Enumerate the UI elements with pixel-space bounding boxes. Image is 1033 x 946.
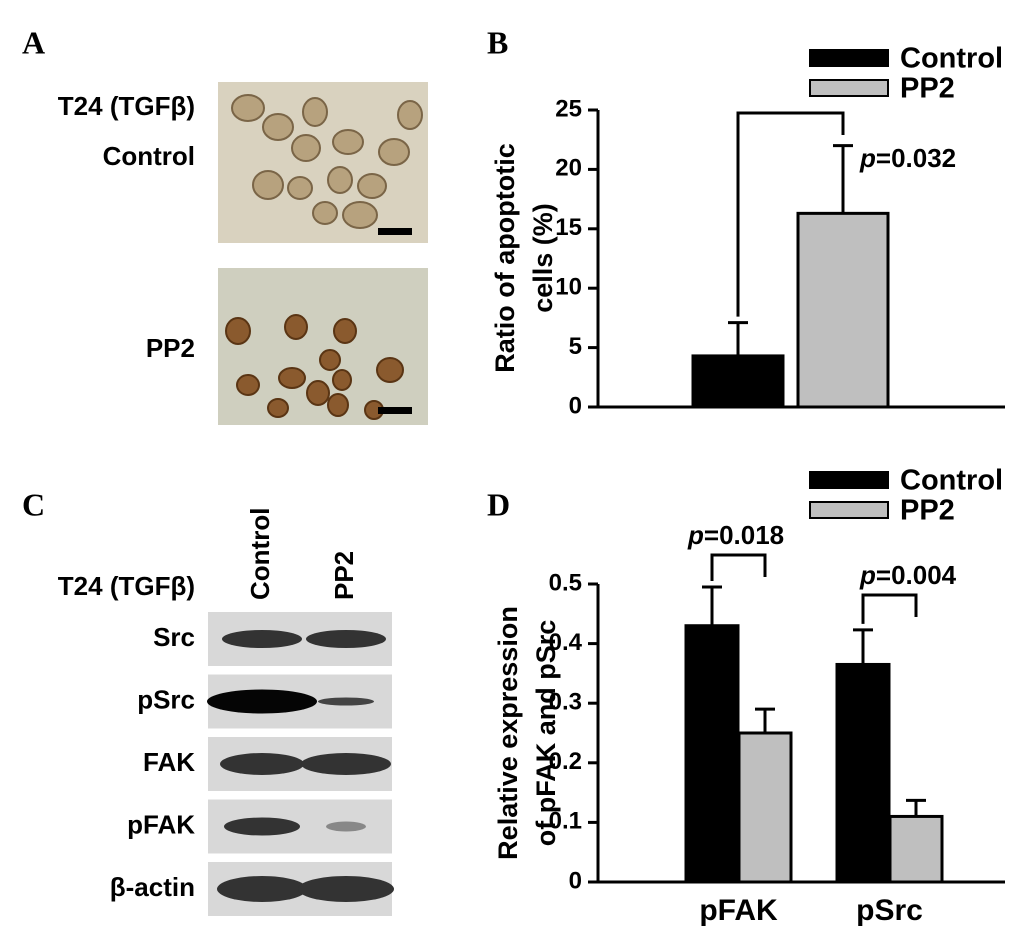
panel-letter: D	[487, 486, 510, 522]
y-tick-label: 10	[555, 274, 582, 301]
condition-label: Control	[103, 141, 195, 171]
x-tick-label: pFAK	[699, 894, 778, 927]
y-axis-label: of pFAK and pSrc	[531, 620, 561, 847]
p-value: p=0.032	[859, 143, 956, 173]
band	[306, 630, 386, 648]
band	[318, 697, 374, 706]
bar	[691, 354, 785, 409]
y-axis-label: Relative expression	[493, 606, 523, 860]
charts: 0 5 10 15 20 25 Ratio of apoptotic cells (%) Con…	[490, 43, 1005, 927]
legend-swatch	[809, 49, 889, 67]
micrograph-control	[218, 82, 428, 243]
band	[222, 630, 302, 648]
p-symbol: p	[859, 143, 876, 173]
protein-label: FAK	[143, 747, 195, 777]
protein-label: β-actin	[110, 872, 195, 902]
y-tick-label: 25	[555, 95, 582, 122]
y-tick-label: 0.2	[549, 748, 582, 775]
p-text: =0.032	[876, 143, 956, 173]
band	[326, 821, 366, 832]
p-text: =0.004	[876, 560, 957, 590]
lane-label: PP2	[329, 551, 359, 600]
y-axis-label: Ratio of apoptotic	[490, 143, 520, 372]
lane-label: Control	[245, 508, 275, 600]
p-value: p=0.018	[687, 520, 784, 550]
cell-line-label: T24 (TGFβ)	[58, 91, 195, 121]
y-tick-label: 20	[555, 155, 582, 182]
p-symbol: p	[859, 560, 876, 590]
legend-label: Control	[900, 43, 1003, 75]
protein-label: pFAK	[127, 809, 195, 839]
bar	[737, 731, 793, 884]
y-tick-label: 0.1	[549, 808, 582, 835]
y-tick-label: 0.4	[549, 629, 583, 656]
p-value: p=0.004	[859, 560, 957, 590]
y-tick-label: 0	[569, 867, 582, 894]
cell-line-label: T24 (TGFβ)	[58, 571, 195, 601]
panel-letter: C	[22, 486, 45, 522]
band	[298, 876, 394, 902]
y-axis-label: cells (%)	[528, 203, 558, 313]
y-tick-label: 0.5	[549, 569, 582, 596]
significance-bracket	[861, 593, 918, 624]
panel-letter: A	[22, 24, 45, 60]
legend-label: PP2	[900, 73, 955, 105]
y-tick-label: 15	[555, 214, 582, 241]
bar	[835, 662, 891, 884]
protein-label: Src	[153, 622, 195, 652]
panel-letter: B	[487, 24, 508, 60]
p-symbol: p	[687, 520, 704, 550]
band	[301, 753, 391, 775]
legend-label: PP2	[900, 495, 955, 527]
micrograph-pp2	[218, 268, 428, 425]
western-blots: Src pSrc FAK pFAK β-actin	[110, 612, 394, 916]
legend-label: Control	[900, 465, 1003, 497]
legend-swatch	[809, 79, 889, 97]
protein-label: pSrc	[137, 684, 195, 714]
chart: 0 5 10 15 20 25 Ratio of apoptotic cells (%) Con…	[490, 43, 1005, 419]
significance-bracket	[736, 111, 845, 317]
band	[224, 817, 300, 836]
band	[220, 753, 304, 775]
legend-swatch	[809, 471, 889, 489]
significance-bracket	[710, 553, 767, 581]
band	[217, 876, 307, 902]
legend-swatch	[809, 501, 889, 519]
condition-label: PP2	[146, 333, 195, 363]
bar	[684, 624, 740, 884]
x-tick-label: pSrc	[856, 894, 923, 927]
p-text: =0.018	[704, 520, 784, 550]
chart: 0 0.1 0.2 0.3 0.4 0.5 Relative expression of pF…	[493, 465, 1005, 927]
bar	[888, 814, 944, 884]
bar	[796, 211, 890, 409]
y-tick-label: 0	[569, 392, 582, 419]
y-tick-label: 0.3	[549, 689, 582, 716]
band	[207, 689, 317, 714]
y-tick-label: 5	[569, 333, 582, 360]
